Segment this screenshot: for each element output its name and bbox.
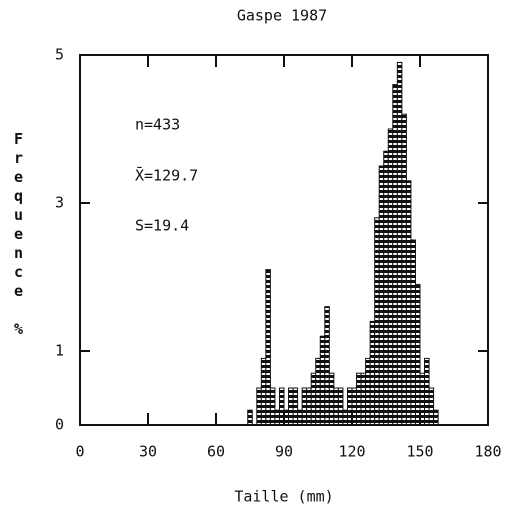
y-tick-label: 0 bbox=[55, 416, 64, 434]
bar bbox=[414, 283, 421, 426]
bar bbox=[269, 387, 276, 426]
bar bbox=[256, 387, 262, 426]
bar bbox=[369, 320, 376, 426]
bar bbox=[356, 372, 362, 426]
bar bbox=[265, 269, 271, 426]
bar bbox=[315, 357, 321, 426]
bar bbox=[410, 239, 416, 426]
bar bbox=[306, 387, 312, 426]
x-tick-label: 30 bbox=[139, 443, 157, 461]
annotation: S=19.4 bbox=[135, 217, 189, 235]
bar bbox=[374, 217, 380, 426]
bar bbox=[288, 387, 294, 426]
chart-title: Gaspe 1987 bbox=[237, 7, 327, 25]
bar bbox=[392, 84, 398, 426]
bar bbox=[319, 335, 326, 426]
bar bbox=[297, 409, 303, 426]
y-tick-label: 3 bbox=[55, 194, 64, 212]
bar bbox=[260, 357, 267, 426]
bar bbox=[274, 409, 280, 426]
bar bbox=[337, 387, 344, 426]
x-axis-label: Taille (mm) bbox=[234, 488, 333, 506]
bar bbox=[247, 409, 253, 426]
bar bbox=[433, 409, 439, 426]
bar bbox=[383, 150, 389, 426]
bar bbox=[401, 113, 407, 426]
bar bbox=[378, 165, 385, 426]
x-tick-label: 60 bbox=[207, 443, 225, 461]
bar bbox=[328, 372, 335, 426]
y-tick-label: 1 bbox=[55, 342, 64, 360]
y-tick-label: 5 bbox=[55, 46, 64, 64]
bar bbox=[428, 387, 435, 426]
bar bbox=[405, 180, 412, 426]
x-tick-label: 120 bbox=[338, 443, 365, 461]
x-tick-label: 150 bbox=[406, 443, 433, 461]
bar bbox=[360, 372, 367, 426]
bar bbox=[324, 306, 330, 426]
bar bbox=[387, 128, 394, 426]
bar bbox=[301, 387, 308, 426]
x-tick-label: 0 bbox=[75, 443, 84, 461]
bar bbox=[310, 372, 317, 426]
x-tick-label: 90 bbox=[275, 443, 293, 461]
bar bbox=[365, 357, 371, 426]
bar bbox=[292, 387, 299, 426]
bar bbox=[396, 61, 403, 426]
annotation: n=433 bbox=[135, 116, 180, 134]
plot-area bbox=[247, 61, 439, 426]
bar bbox=[342, 409, 348, 426]
y-axis-label: Frequence % bbox=[10, 130, 28, 339]
x-tick-label: 180 bbox=[474, 443, 501, 461]
bar bbox=[424, 357, 430, 426]
bar bbox=[333, 387, 339, 426]
annotation: X̄=129.7 bbox=[135, 166, 198, 185]
